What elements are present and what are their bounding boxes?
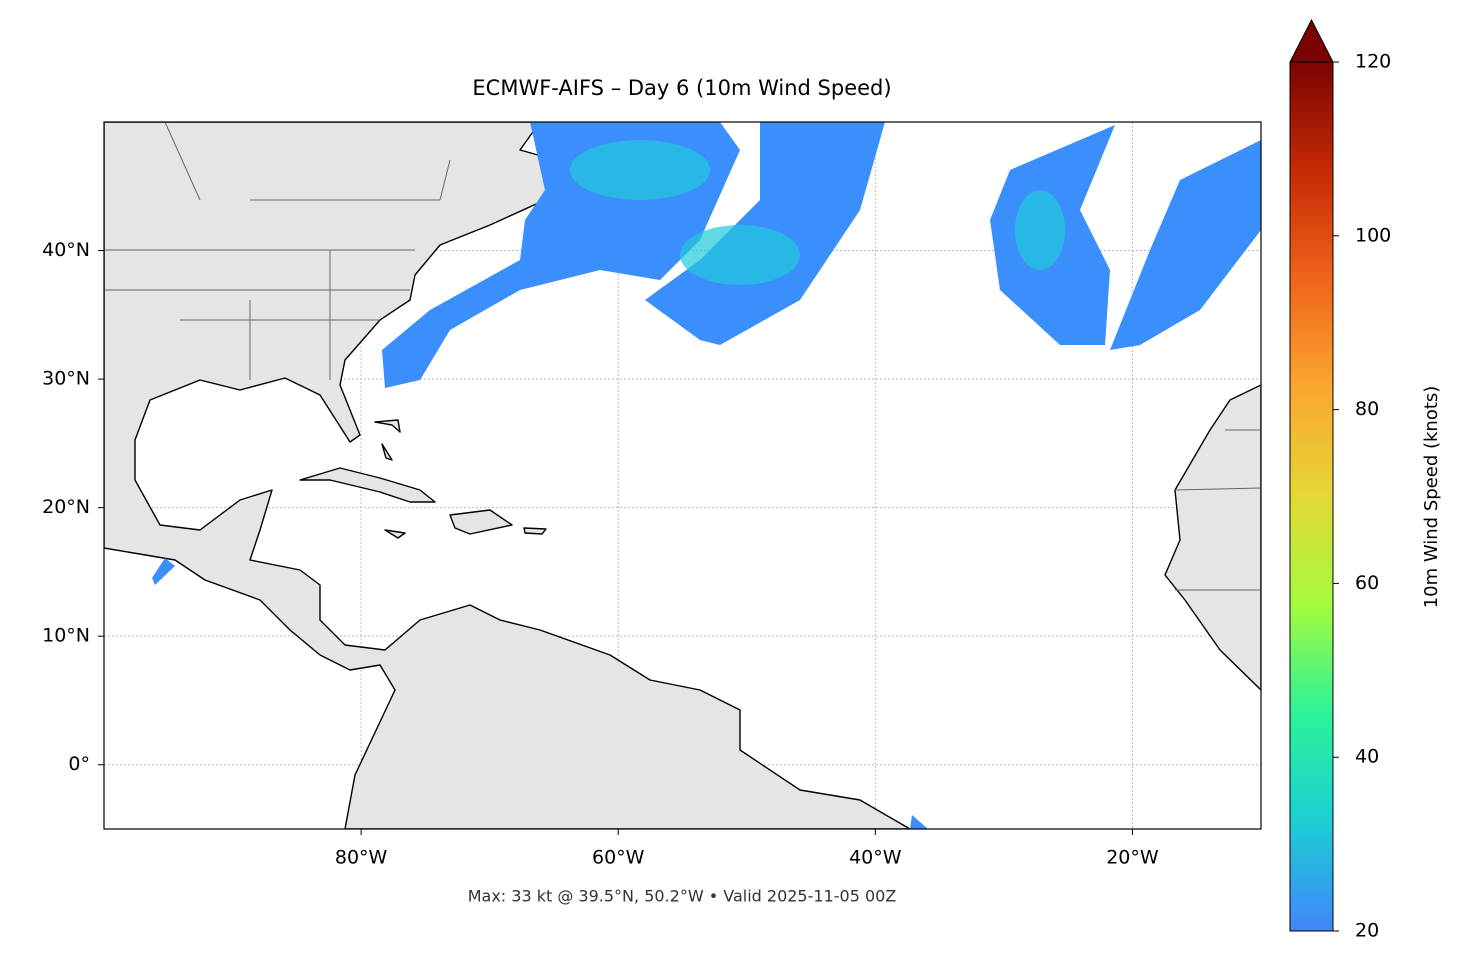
y-tick-label: 20°N (42, 496, 90, 518)
x-tick-label: 80°W (335, 847, 388, 869)
map-frame (103, 121, 1262, 830)
colorbar-tick-label: 80 (1355, 398, 1379, 420)
footer: Max: 33 kt @ 39.5°N, 50.2°W • Valid 2025… (468, 887, 897, 906)
y-tick-label: 40°N (42, 239, 90, 261)
map (104, 122, 1261, 829)
wind-core (1015, 190, 1065, 270)
x-tick-label: 40°W (849, 847, 902, 869)
y-tick-label: 30°N (42, 368, 90, 390)
colorbar-tick-label: 120 (1355, 51, 1391, 73)
hispaniola (449, 509, 513, 535)
wind-core (570, 140, 710, 200)
borders (104, 122, 1261, 591)
colorbar-tick-label: 20 (1355, 920, 1379, 942)
americas (104, 122, 911, 829)
x-tick-label: 20°W (1106, 847, 1159, 869)
wind-area (1110, 140, 1261, 350)
chart-title: ECMWF-AIFS – Day 6 (10m Wind Speed) (472, 76, 891, 100)
x-tick-label: 60°W (592, 847, 645, 869)
colorbar-tick-label: 40 (1355, 746, 1379, 768)
colorbar-tick-label: 100 (1355, 224, 1391, 246)
wind-core (680, 225, 800, 285)
y-tick-label: 0° (68, 753, 90, 775)
y-tick-label: 10°N (42, 625, 90, 647)
colorbar-extend (1289, 18, 1334, 63)
colorbar-fill (1289, 61, 1334, 932)
cuba (299, 467, 436, 503)
africa (1164, 384, 1261, 691)
colorbar: 20 40 60 80 100 120 (1289, 18, 1391, 942)
puerto-rico (523, 527, 547, 535)
bahamas (374, 419, 401, 461)
colorbar-tick-label: 60 (1355, 572, 1379, 594)
jamaica (384, 529, 406, 539)
colorbar-label: 10m Wind Speed (knots) (1421, 386, 1442, 609)
